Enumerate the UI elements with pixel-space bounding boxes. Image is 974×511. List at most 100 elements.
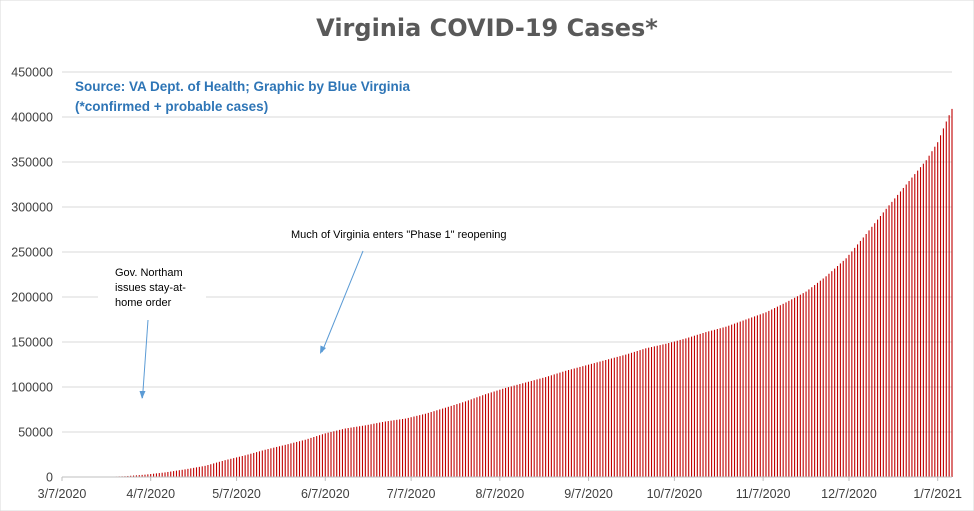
bar — [919, 167, 922, 477]
bar — [705, 332, 707, 477]
bar — [716, 329, 718, 477]
bar — [791, 299, 793, 477]
bar — [453, 405, 455, 477]
annotation-box-stay-at-home — [98, 259, 206, 317]
bar — [416, 415, 418, 477]
bar — [868, 230, 870, 477]
bar — [636, 351, 638, 477]
bar — [330, 431, 332, 477]
bar — [493, 391, 495, 477]
bar — [645, 348, 647, 477]
bar — [931, 151, 933, 477]
bar — [195, 467, 198, 477]
bar — [816, 282, 819, 477]
x-tick-label: 3/7/2020 — [38, 487, 87, 501]
bar — [213, 463, 215, 477]
bar — [230, 458, 232, 477]
bar — [402, 419, 404, 477]
bar — [127, 475, 129, 477]
bar — [381, 422, 384, 477]
bar — [253, 452, 255, 477]
bar — [888, 205, 890, 477]
bar — [167, 471, 169, 477]
bar — [639, 350, 641, 477]
bar — [828, 273, 830, 477]
bar — [132, 475, 135, 477]
bar — [324, 433, 326, 477]
bar — [739, 321, 741, 477]
bar — [184, 469, 186, 477]
bar — [914, 174, 916, 477]
bar — [725, 326, 727, 477]
y-tick-label: 100000 — [11, 381, 53, 395]
bar — [776, 306, 778, 477]
bar — [516, 384, 518, 477]
bar — [502, 388, 504, 477]
bar — [882, 212, 884, 477]
bar — [333, 431, 335, 477]
bar — [877, 219, 879, 477]
bar — [339, 429, 341, 477]
bar — [270, 448, 272, 477]
bar — [570, 369, 572, 477]
bar — [344, 428, 346, 477]
bar — [588, 364, 590, 477]
bar — [238, 456, 240, 477]
annotation-box-phase1 — [280, 225, 532, 245]
bar — [450, 405, 452, 477]
bar — [648, 347, 650, 477]
bar — [928, 155, 930, 477]
bar — [304, 439, 306, 477]
bar — [204, 465, 206, 477]
bar — [713, 329, 716, 477]
bar — [911, 177, 913, 477]
bar — [407, 417, 409, 477]
bar — [745, 319, 747, 477]
bar — [207, 465, 209, 477]
bar — [539, 378, 541, 477]
bar — [353, 427, 355, 477]
bar — [576, 367, 578, 477]
bar — [470, 399, 472, 477]
bar — [940, 135, 942, 478]
bar — [484, 394, 487, 477]
bar — [379, 422, 381, 477]
chart-subtitle-source: Source: VA Dept. of Health; Graphic by B… — [75, 79, 411, 94]
bar — [261, 450, 263, 477]
x-tick-label: 9/7/2020 — [564, 487, 613, 501]
bar — [327, 432, 329, 477]
bar — [822, 278, 824, 477]
bar — [241, 456, 243, 477]
bar — [399, 419, 401, 477]
bar — [814, 285, 816, 477]
bar — [293, 442, 295, 477]
bar — [668, 343, 670, 477]
bar — [496, 390, 498, 477]
bar — [831, 271, 833, 477]
annotation-stay-at-home-line1: Gov. Northam — [115, 267, 183, 279]
bar — [135, 475, 137, 477]
bar — [556, 373, 558, 477]
bar — [865, 234, 867, 477]
bar — [310, 437, 312, 477]
bar — [596, 362, 598, 477]
bar — [178, 470, 180, 477]
bar — [210, 464, 212, 477]
bar — [765, 312, 767, 477]
bar — [653, 346, 655, 477]
bar — [642, 349, 644, 477]
bar — [536, 379, 538, 477]
bar — [665, 343, 667, 477]
bar — [879, 216, 882, 477]
bar — [247, 454, 249, 477]
bar — [387, 421, 389, 477]
bar — [373, 423, 375, 477]
annotation-arrowhead-stay-at-home — [139, 391, 146, 399]
bar — [688, 337, 690, 477]
bar — [762, 313, 764, 477]
bar — [682, 339, 684, 477]
bar — [565, 370, 567, 477]
bar — [130, 475, 132, 477]
bar — [708, 331, 710, 477]
bar — [851, 251, 853, 477]
